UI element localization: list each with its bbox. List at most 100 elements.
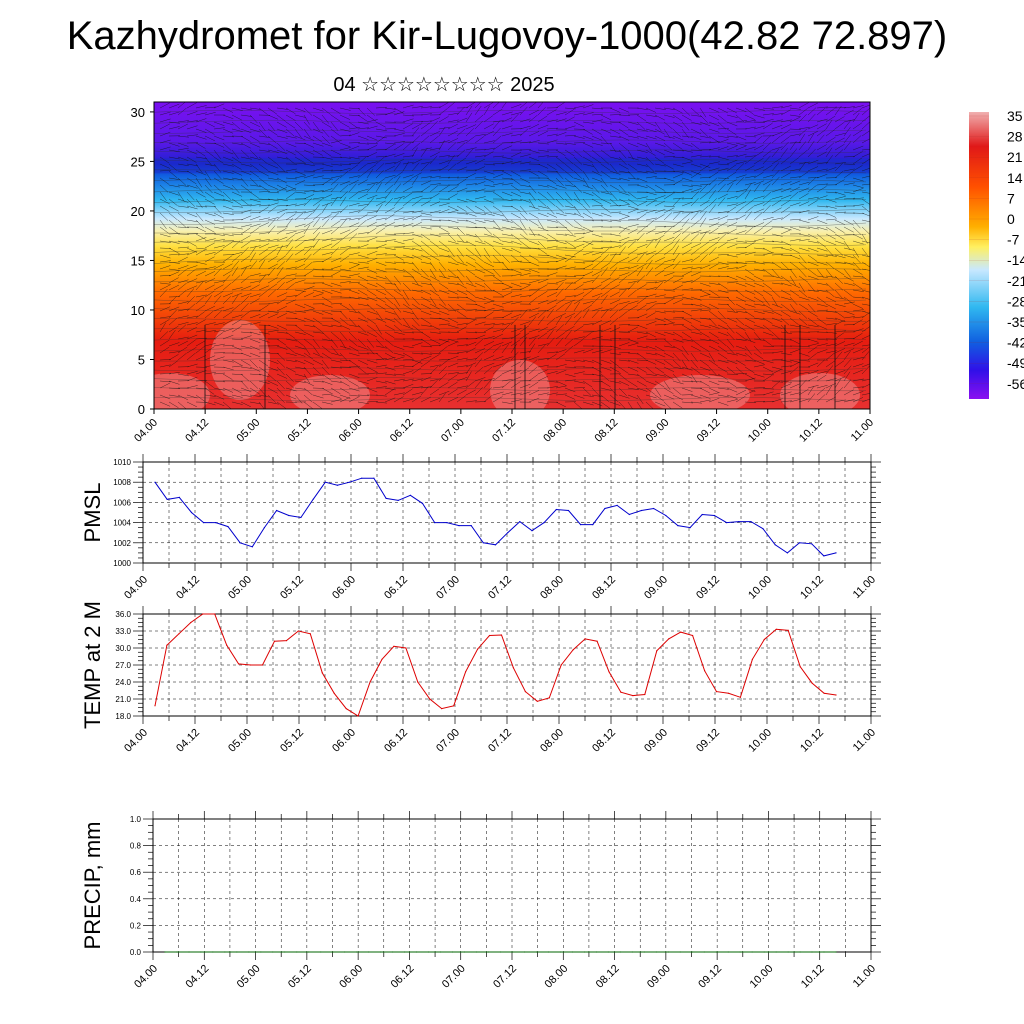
wind-barb xyxy=(267,114,279,120)
wind-barb xyxy=(789,361,800,368)
wind-barb xyxy=(735,201,747,207)
wind-barb xyxy=(474,358,483,368)
wind-barb xyxy=(429,201,441,207)
contour-line xyxy=(154,367,867,372)
wind-barb xyxy=(852,261,861,271)
wind-barb xyxy=(645,217,657,221)
wind-barb xyxy=(690,121,702,126)
data-point xyxy=(494,544,497,546)
wind-barb xyxy=(213,142,225,148)
wind-barb xyxy=(861,289,870,293)
data-point xyxy=(320,951,322,953)
wind-barb xyxy=(690,394,702,399)
wind-barb xyxy=(816,317,827,325)
wind-barb xyxy=(690,170,702,176)
wind-barb xyxy=(456,282,467,289)
wind-barb xyxy=(204,128,215,135)
wind-barb xyxy=(375,296,386,303)
warm-blob xyxy=(490,360,550,409)
wind-barb xyxy=(285,359,297,363)
wind-barb xyxy=(231,156,242,164)
wind-barb xyxy=(708,289,719,297)
wind-barb xyxy=(717,401,729,406)
wind-barb xyxy=(231,142,243,145)
wind-barb xyxy=(582,240,594,246)
wind-barb xyxy=(375,106,388,109)
wind-barb xyxy=(582,387,592,396)
wind-barb xyxy=(465,319,476,326)
wind-barb xyxy=(537,142,549,145)
wind-barb xyxy=(636,232,645,242)
wind-barb xyxy=(807,254,818,262)
wind-barb xyxy=(240,246,249,256)
wind-barb xyxy=(582,241,593,249)
wind-barb xyxy=(537,184,549,188)
wind-barb xyxy=(582,163,594,167)
wind-barb xyxy=(654,177,667,179)
y-tick-label: 27.0 xyxy=(115,661,131,670)
data-point xyxy=(507,532,509,534)
wind-barb xyxy=(348,107,361,109)
wind-barb xyxy=(717,221,728,228)
wind-barb xyxy=(690,191,700,200)
wind-barb xyxy=(231,149,239,159)
wind-barb xyxy=(834,387,844,396)
wind-barb xyxy=(447,205,459,211)
wind-barb xyxy=(564,233,576,237)
data-point xyxy=(811,543,813,545)
wind-barb xyxy=(861,282,870,286)
wind-barb xyxy=(402,118,414,123)
wind-barb xyxy=(204,271,216,277)
wind-barb xyxy=(744,135,757,138)
wind-barb xyxy=(618,256,630,263)
wind-barb xyxy=(780,129,791,137)
wind-barb xyxy=(744,165,755,172)
wind-barb xyxy=(717,139,729,144)
wind-barb xyxy=(348,132,360,137)
wind-barb xyxy=(168,284,180,291)
wind-barb xyxy=(645,345,657,350)
wind-barb xyxy=(627,224,639,228)
wind-barb xyxy=(177,265,189,270)
wind-barb xyxy=(204,256,215,263)
wind-barb xyxy=(159,254,171,259)
wind-barb xyxy=(528,296,538,305)
wind-barb xyxy=(699,205,709,214)
wind-barb xyxy=(798,310,808,319)
data-point xyxy=(226,644,228,646)
x-tick-label: 09.12 xyxy=(694,727,722,755)
data-point xyxy=(356,951,358,953)
wind-barb xyxy=(276,380,285,390)
wind-barb xyxy=(555,337,564,347)
wind-barb xyxy=(780,141,789,151)
wind-barb xyxy=(744,155,756,158)
wind-barb xyxy=(609,284,620,291)
wind-barb xyxy=(852,129,863,137)
wind-barb xyxy=(258,198,271,200)
wind-barb xyxy=(564,373,576,378)
wind-barb xyxy=(222,135,235,138)
wind-barb xyxy=(546,226,559,228)
wind-barb xyxy=(321,229,333,235)
wind-barb xyxy=(834,107,847,109)
wind-barb xyxy=(564,266,576,270)
wind-barb xyxy=(312,107,324,112)
wind-barb xyxy=(159,123,170,130)
wind-barb xyxy=(483,130,495,137)
wind-barb xyxy=(537,130,549,137)
wind-barb xyxy=(510,313,522,319)
wind-barb xyxy=(627,387,639,391)
wind-barb xyxy=(618,191,630,196)
wind-barb xyxy=(816,240,827,248)
wind-barb xyxy=(195,149,206,157)
wind-barb xyxy=(528,198,536,209)
wind-barb xyxy=(681,259,693,263)
wind-barb xyxy=(240,235,251,242)
wind-barb xyxy=(618,198,630,205)
wind-barb xyxy=(348,183,357,193)
data-point xyxy=(751,658,754,660)
wind-barb xyxy=(690,271,702,277)
wind-barb xyxy=(249,293,261,298)
wind-barb xyxy=(555,298,566,305)
wind-barb xyxy=(600,345,613,347)
